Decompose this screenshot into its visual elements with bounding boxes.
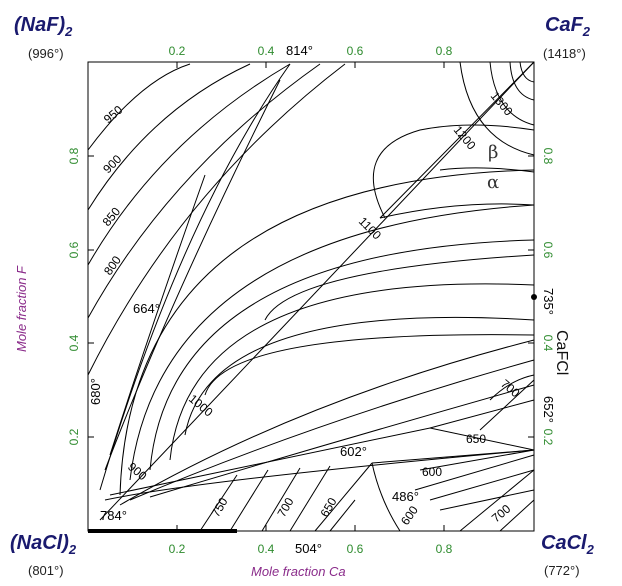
- x-axis-title: Mole fraction Ca: [251, 564, 346, 579]
- bottom-tick-label: 0.2: [169, 542, 186, 556]
- right-tick-label: 0.4: [541, 335, 555, 352]
- corner-nacl2-temp: (801°): [28, 563, 64, 578]
- corner-caf2-temp: (1418°): [543, 46, 586, 61]
- right-tick-label: 0.8: [541, 148, 555, 165]
- top-tick-label: 0.6: [347, 44, 364, 58]
- corner-naf2-temp: (996°): [28, 46, 64, 61]
- point-label-652: 652°: [541, 396, 556, 423]
- tick-marks: [88, 62, 534, 531]
- isotherm-label: 650: [466, 432, 486, 446]
- corner-nacl2: (NaCl)2: [10, 532, 77, 557]
- point-label-784: 784°: [100, 508, 127, 523]
- point-label-602: 602°: [340, 444, 367, 459]
- isotherm-label: 900: [125, 460, 150, 484]
- isotherm-label: 950: [101, 102, 126, 126]
- left-tick-label: 0.2: [67, 428, 81, 445]
- right-tick-label: 0.2: [541, 429, 555, 446]
- point-label-680: 680°: [88, 378, 103, 405]
- point-label-504: 504°: [295, 541, 322, 556]
- bottom-tick-label: 0.6: [347, 542, 364, 556]
- bottom-tick-label: 0.8: [436, 542, 453, 556]
- isotherm-label: 850: [100, 204, 124, 229]
- isotherm-label: 1200: [451, 123, 479, 153]
- isotherm-label: 700: [274, 495, 296, 520]
- point-label-814: 814°: [286, 43, 313, 58]
- isotherm-label: 600: [422, 465, 442, 479]
- point-label-664: 664°: [133, 301, 160, 316]
- top-tick-label: 0.4: [258, 44, 275, 58]
- isotherm-curves: [87, 61, 535, 532]
- compound-temp-label: 735°: [541, 288, 556, 315]
- isotherm-label: 750: [208, 495, 230, 520]
- top-tick-label: 0.2: [169, 44, 186, 58]
- phase-beta-label: β: [488, 142, 498, 163]
- bottom-tick-label: 0.4: [258, 542, 275, 556]
- isotherm-label: 900: [100, 152, 124, 176]
- right-tick-label: 0.6: [541, 242, 555, 259]
- isotherm-label: 600: [398, 503, 421, 528]
- corner-cacl2: CaCl2: [541, 532, 594, 557]
- corner-caf2: CaF2: [545, 14, 591, 39]
- point-label-486: 486°: [392, 489, 419, 504]
- phase-alpha-label: α: [487, 172, 499, 193]
- left-tick-label: 0.4: [67, 334, 81, 351]
- isotherm-label: 800: [101, 253, 124, 278]
- top-tick-label: 0.8: [436, 44, 453, 58]
- isotherm-label: 1300: [488, 89, 516, 119]
- isotherm-label: 1100: [356, 214, 384, 242]
- compound-point: [531, 294, 537, 300]
- left-tick-label: 0.6: [67, 241, 81, 258]
- left-tick-label: 0.8: [67, 147, 81, 164]
- isotherm-label: 650: [317, 495, 339, 520]
- corner-naf2: (NaF)2: [14, 14, 73, 39]
- corner-cacl2-temp: (772°): [544, 563, 580, 578]
